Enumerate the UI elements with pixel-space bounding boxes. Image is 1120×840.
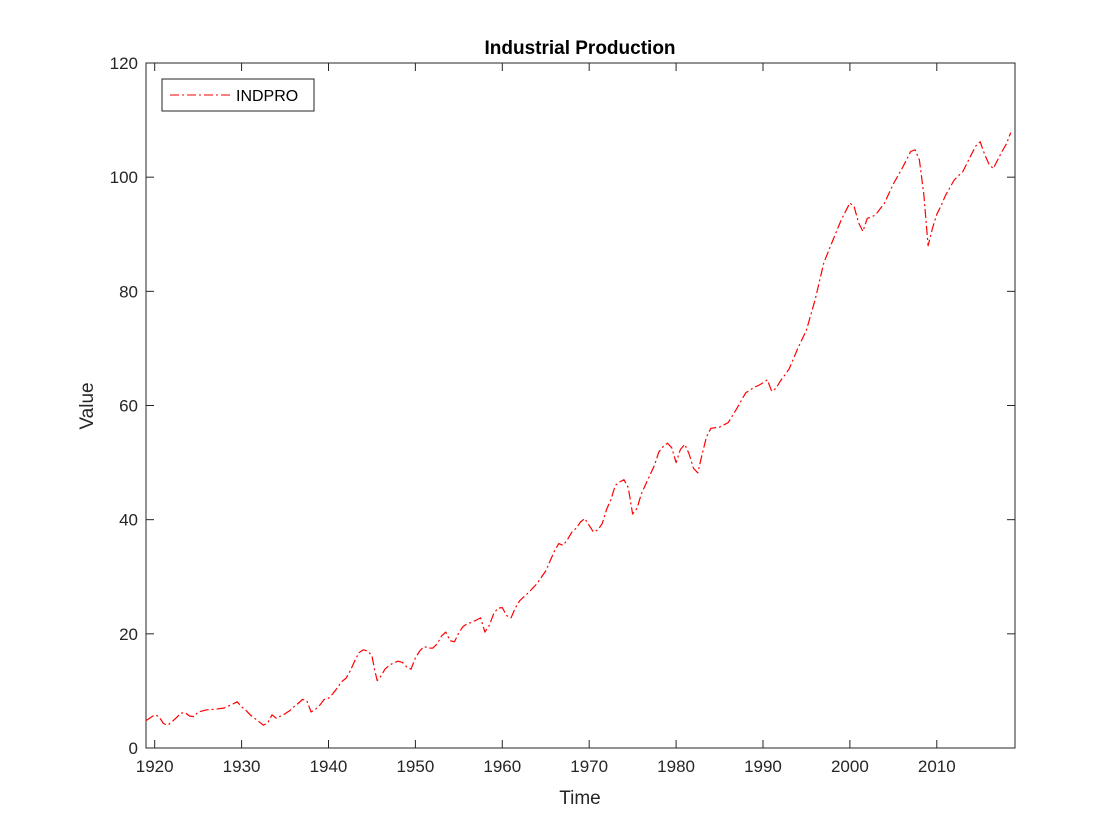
x-tick-label: 1950 bbox=[396, 757, 434, 776]
x-tick-label: 1980 bbox=[657, 757, 695, 776]
x-tick-label: 1970 bbox=[570, 757, 608, 776]
x-tick-label: 2010 bbox=[918, 757, 956, 776]
x-tick-label: 1940 bbox=[310, 757, 348, 776]
x-tick-label: 1960 bbox=[483, 757, 521, 776]
x-tick-label: 1930 bbox=[223, 757, 261, 776]
y-tick-label: 80 bbox=[119, 282, 138, 301]
axes-box bbox=[145, 62, 1016, 749]
y-axis-title: Value bbox=[77, 382, 98, 429]
y-tick-label: 0 bbox=[129, 739, 138, 758]
plot-area: 1920 1930 1940 1950 1960 1970 1980 1990 2000 2010… bbox=[110, 54, 1016, 776]
x-tick-label: 2000 bbox=[831, 757, 869, 776]
legend: INDPRO bbox=[161, 78, 315, 112]
y-tick-label: 120 bbox=[110, 54, 138, 73]
y-tick-label: 100 bbox=[110, 168, 138, 187]
x-axis-title: Time bbox=[559, 788, 601, 809]
y-tick-label: 60 bbox=[119, 397, 138, 416]
y-axis: 0 20 40 60 80 100 120 bbox=[110, 54, 1015, 758]
series-group bbox=[145, 132, 1012, 726]
chart-title: Industrial Production bbox=[484, 38, 675, 59]
x-tick-label: 1920 bbox=[136, 757, 174, 776]
y-tick-label: 40 bbox=[119, 511, 138, 530]
series-line-indpro bbox=[145, 132, 1012, 726]
x-axis: 1920 1930 1940 1950 1960 1970 1980 1990 2000 2010 bbox=[136, 63, 956, 776]
x-tick-label: 1990 bbox=[744, 757, 782, 776]
y-tick-label: 20 bbox=[119, 625, 138, 644]
legend-label-indpro: INDPRO bbox=[236, 88, 298, 105]
